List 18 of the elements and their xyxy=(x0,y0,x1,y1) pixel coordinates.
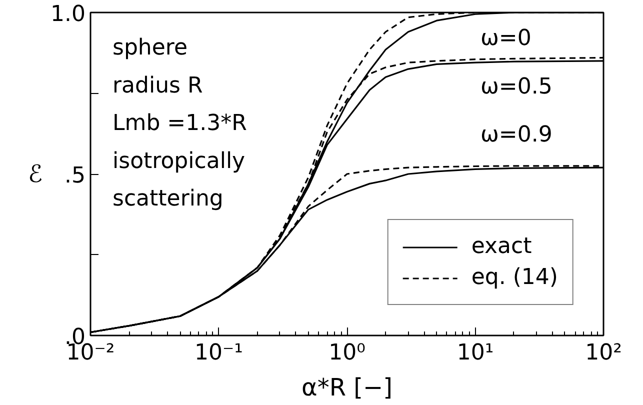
annotation: Lmb =1.3*R xyxy=(112,111,247,136)
y-tick-label: 1.0 xyxy=(50,2,86,27)
legend-label: eq. (14) xyxy=(471,265,558,290)
x-tick-label: 10⁰ xyxy=(328,340,366,366)
x-tick-label: 10¹ xyxy=(456,340,494,366)
annotation: scattering xyxy=(112,186,224,212)
x-axis-title: α*R [−] xyxy=(302,374,392,402)
legend-label: exact xyxy=(471,234,532,259)
y-tick-label: .5 xyxy=(64,164,86,188)
annotation: ω=0.5 xyxy=(480,74,552,100)
x-tick-label: 10² xyxy=(585,340,622,366)
annotation: ω=0 xyxy=(480,26,532,51)
annotation: isotropically xyxy=(112,148,246,174)
annotation: sphere xyxy=(112,36,188,61)
y-axis-title: ℰ xyxy=(28,160,43,188)
annotation: radius R xyxy=(112,73,203,98)
x-tick-label: 10⁻¹ xyxy=(194,340,243,366)
annotation: ω=0.9 xyxy=(480,122,552,148)
